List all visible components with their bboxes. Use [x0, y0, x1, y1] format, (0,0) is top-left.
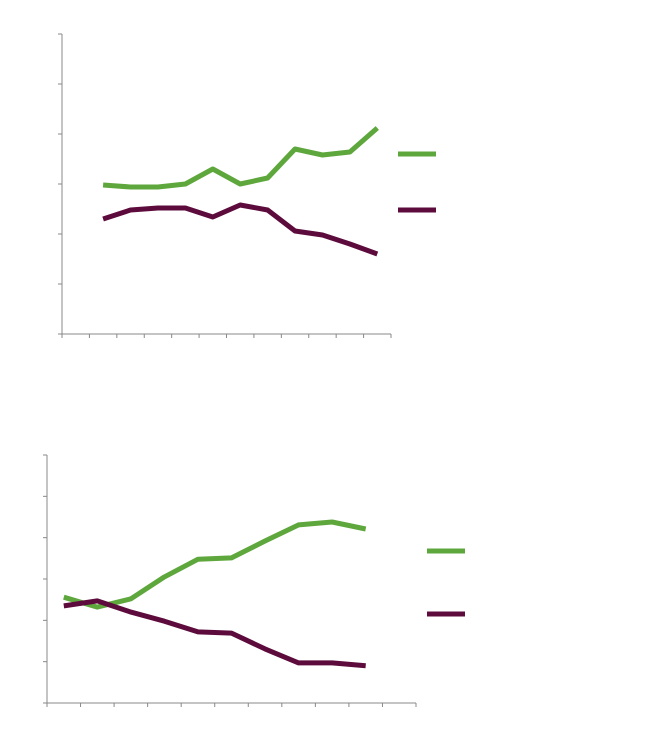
- data-line: [102, 202, 379, 257]
- data-line: [63, 519, 367, 610]
- data-line: [102, 126, 379, 190]
- data-line: [63, 598, 366, 669]
